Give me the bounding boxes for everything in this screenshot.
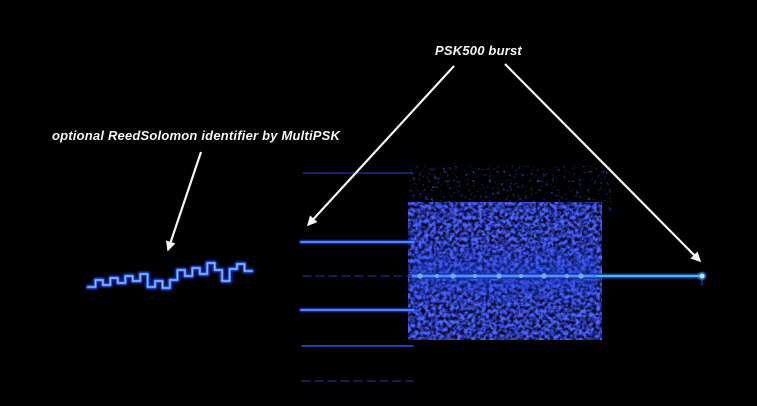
center-line-knot [541,273,547,279]
burst-fringe-noise [413,167,608,211]
center-line-knot [450,273,456,279]
center-line-knot [472,273,478,279]
annotation-arrow [165,151,203,252]
annotation-arrow [504,63,702,263]
center-line-knot [518,273,524,279]
identifier-zigzag-trace [87,262,253,289]
center-line-knot [434,273,440,279]
center-line-knot [417,273,423,279]
annotation-arrow [306,65,455,227]
center-line-knot [578,273,584,279]
center-line-knot [564,273,570,279]
center-line-knot [496,273,502,279]
annotation-reedsolomon-label: optional ReedSolomon identifier by Multi… [52,128,341,143]
carrier-end-dot [699,273,705,279]
annotation-psk500-label: PSK500 burst [435,43,522,58]
